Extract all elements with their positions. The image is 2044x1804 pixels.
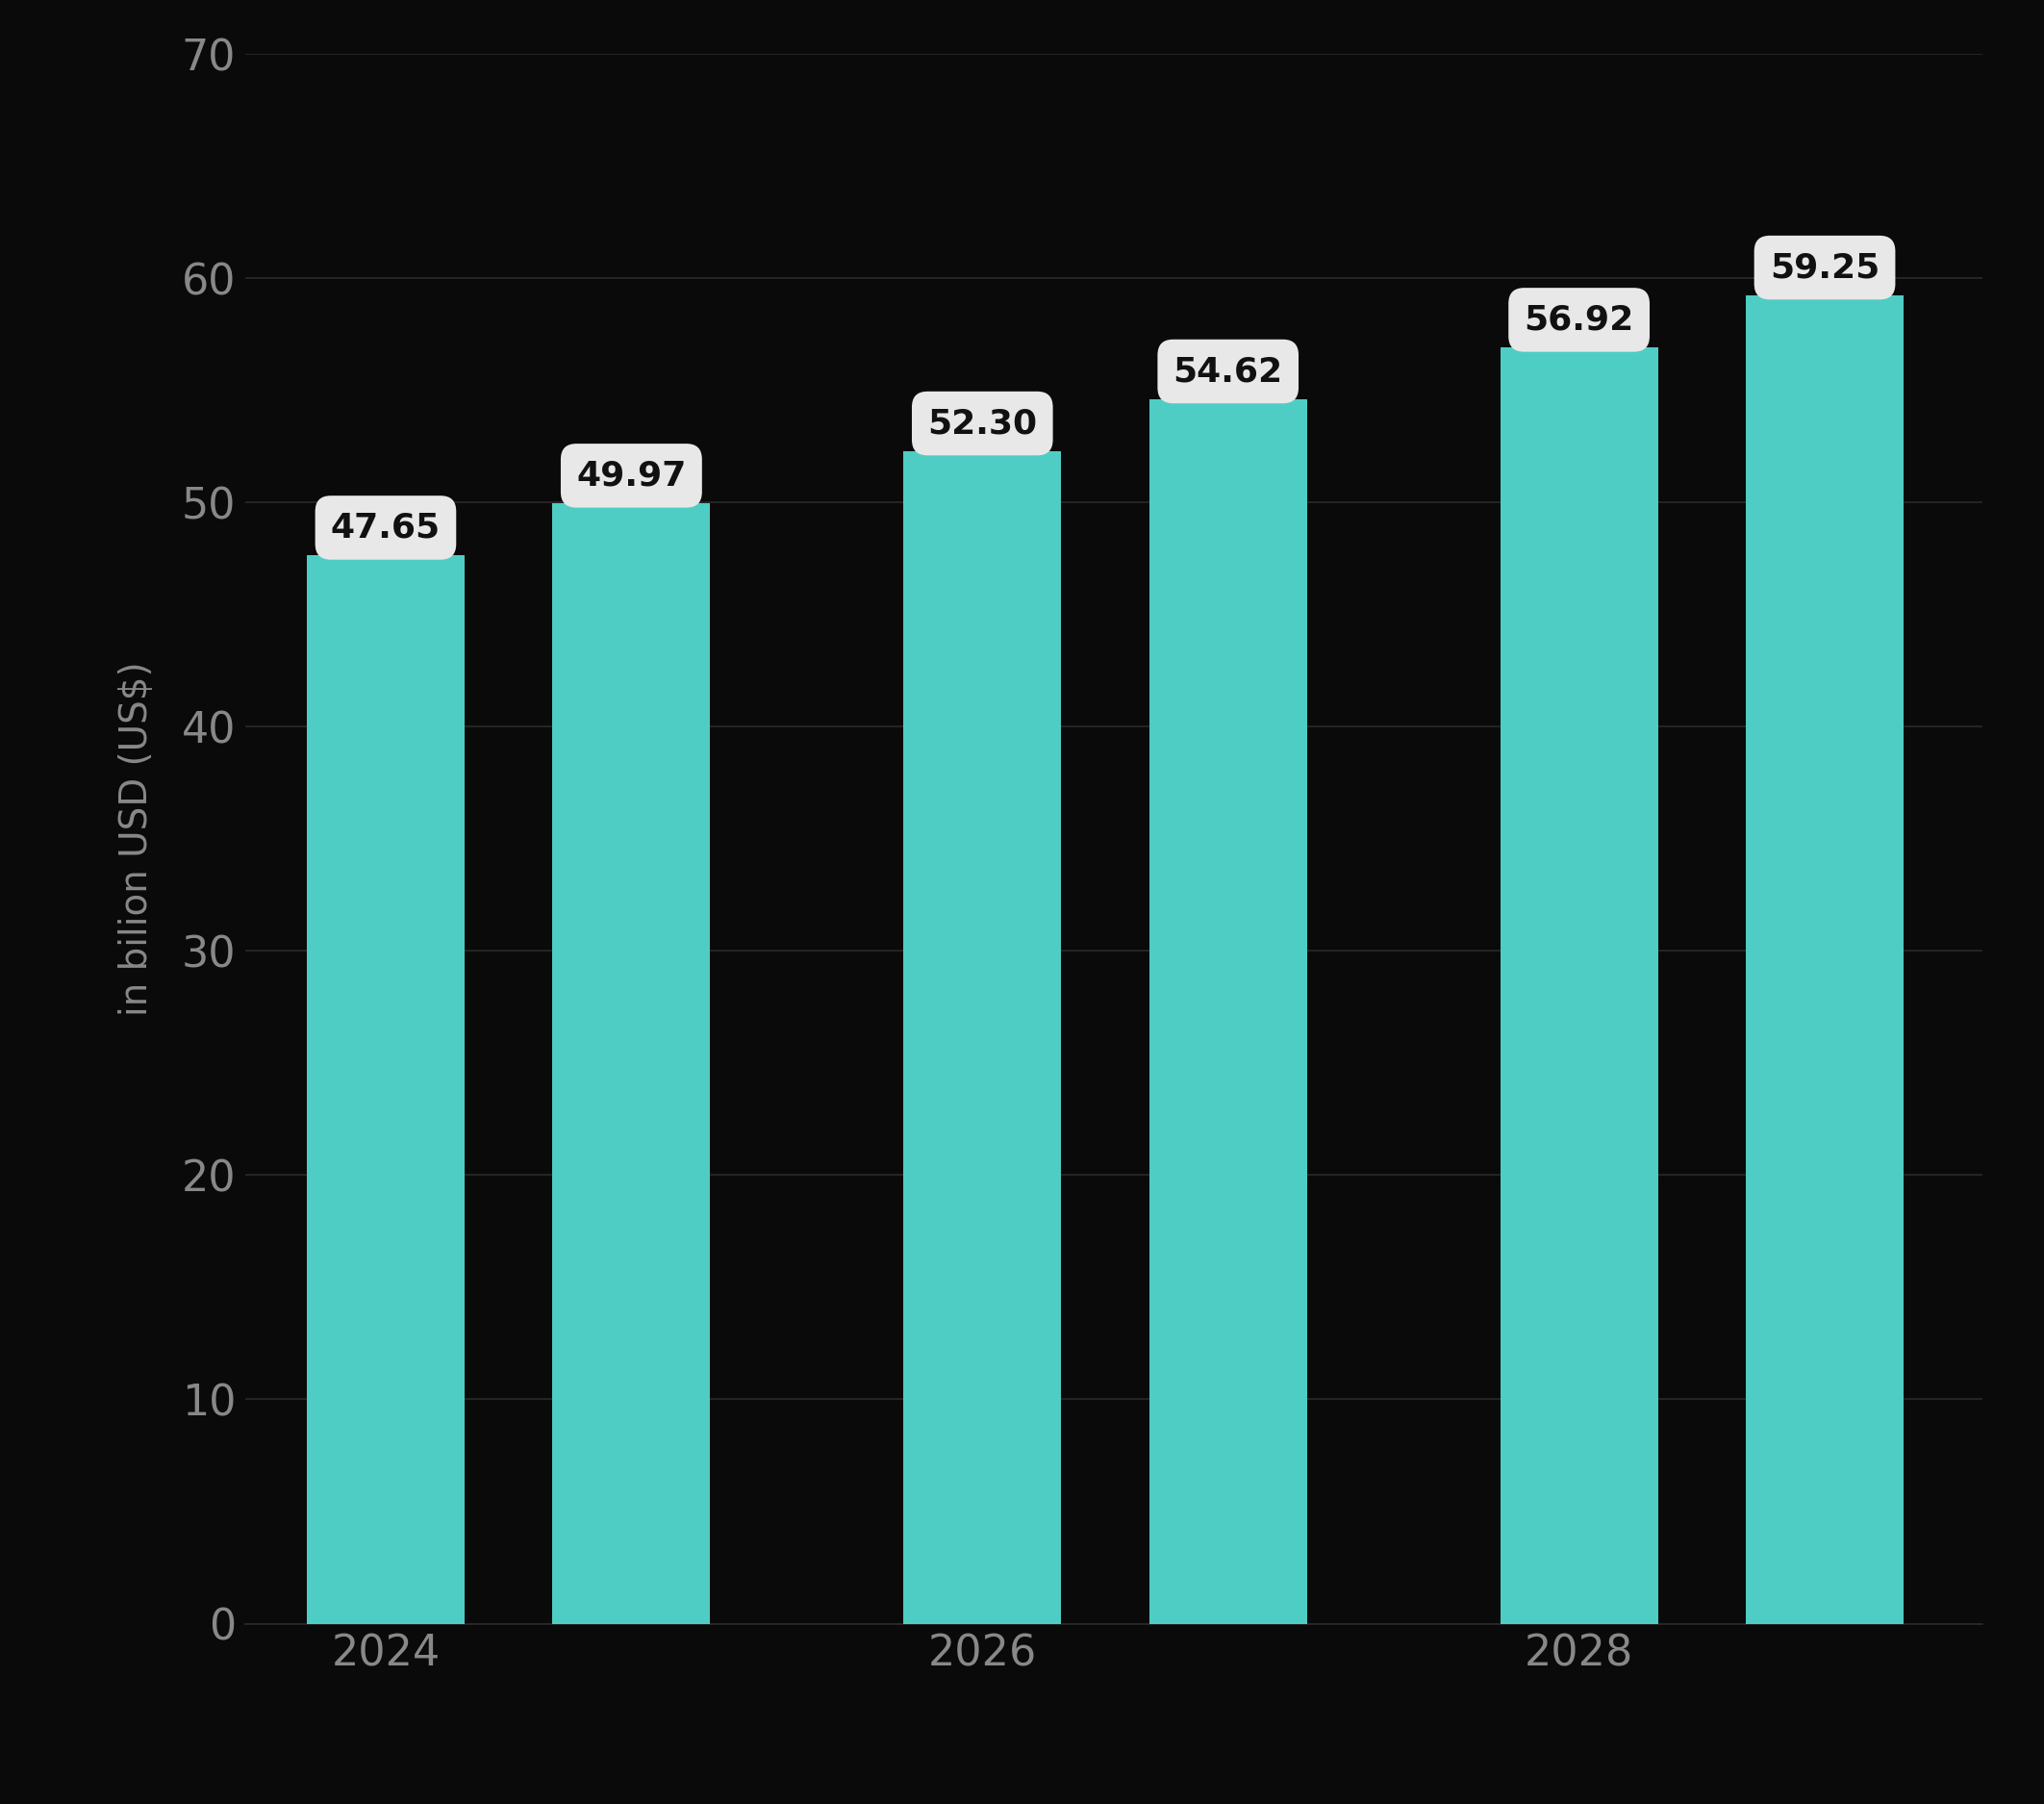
Bar <box>1500 348 1658 1624</box>
Bar <box>307 556 464 1624</box>
Y-axis label: in bilion USD (US$): in bilion USD (US$) <box>119 662 155 1016</box>
Bar <box>1746 296 1903 1624</box>
Bar <box>1149 399 1306 1624</box>
Bar <box>552 503 711 1624</box>
Bar <box>903 451 1061 1624</box>
Text: 54.62: 54.62 <box>1173 355 1284 388</box>
Text: 49.97: 49.97 <box>576 460 687 492</box>
Text: 56.92: 56.92 <box>1525 303 1633 336</box>
Text: 59.25: 59.25 <box>1770 251 1880 283</box>
Text: 47.65: 47.65 <box>331 511 442 545</box>
Text: 52.30: 52.30 <box>928 408 1036 440</box>
